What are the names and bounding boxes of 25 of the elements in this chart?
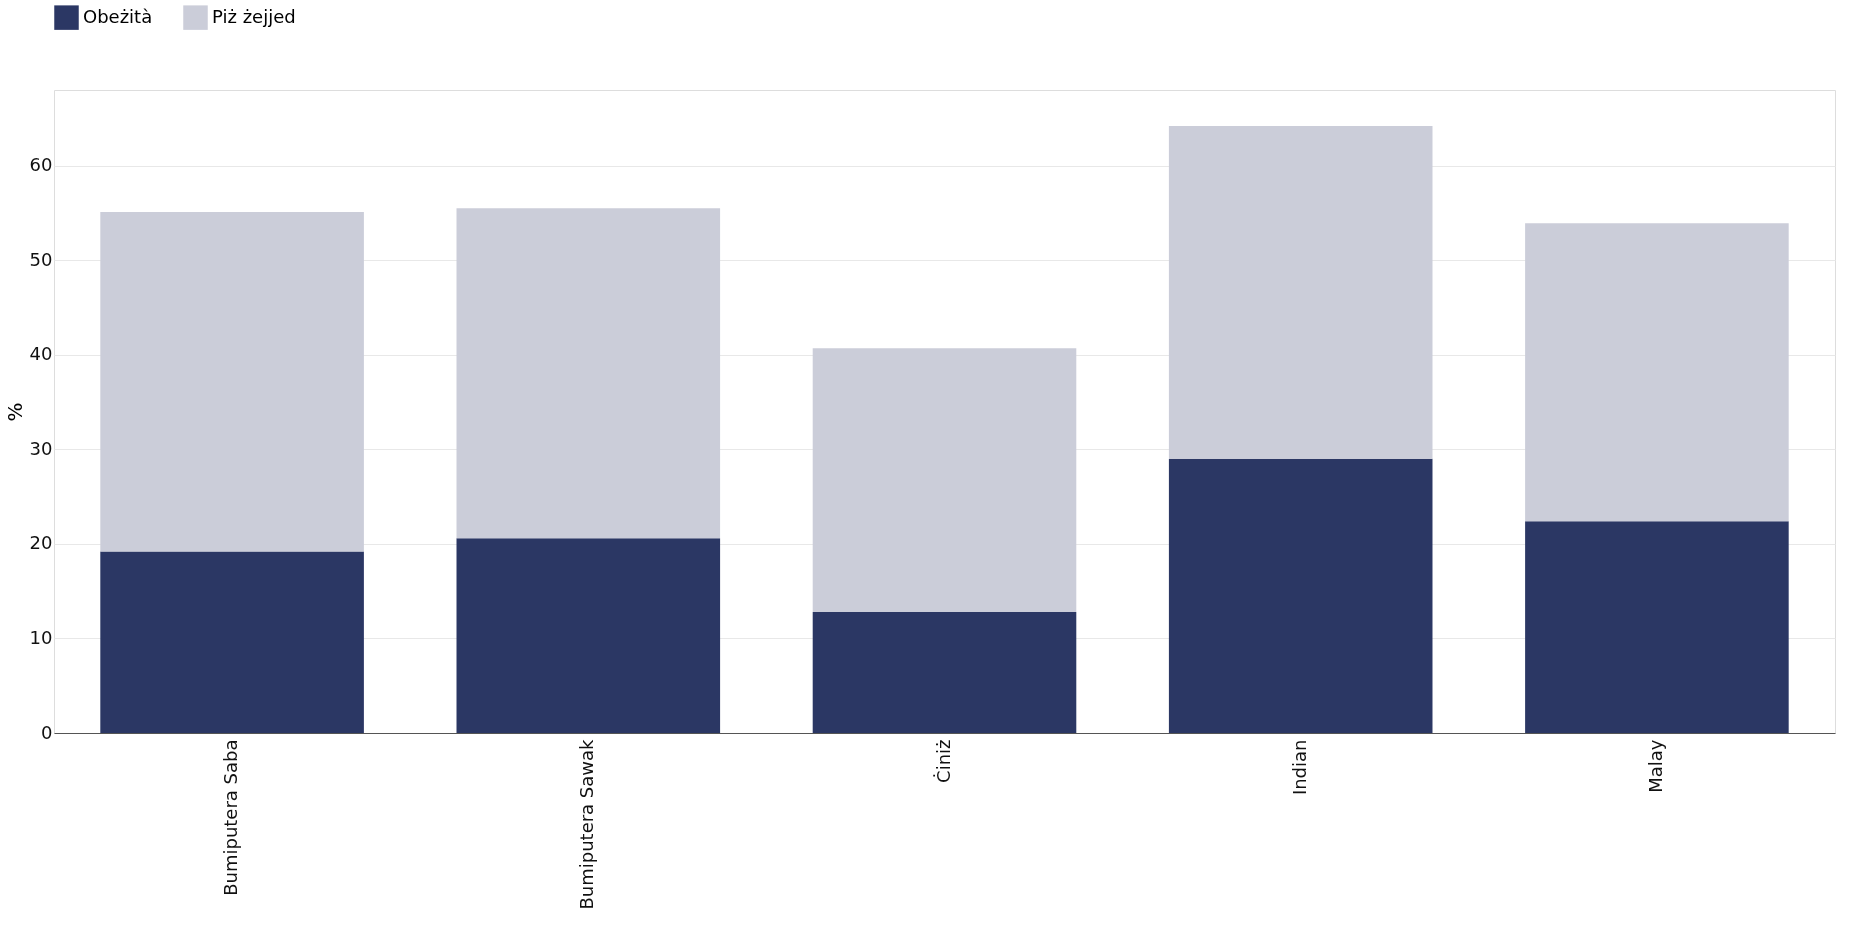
x-tick-label: Bumiputera Sawak — [576, 738, 598, 910]
y-tick-label: 60 — [29, 154, 53, 176]
bar — [100, 211, 364, 552]
y-tick-label: 10 — [29, 626, 53, 648]
y-tick-label: 50 — [29, 248, 53, 270]
bar — [100, 551, 364, 733]
legend-label: Obeżità — [83, 5, 153, 27]
bar — [1168, 458, 1433, 733]
y-tick-label: 20 — [29, 532, 53, 554]
bar — [456, 208, 721, 539]
legend-label: Piż żejjed — [212, 5, 296, 27]
y-tick-label: 30 — [29, 437, 53, 459]
bar — [1525, 521, 1789, 733]
x-tick-label: Ċiniż — [932, 739, 954, 783]
bar — [456, 538, 721, 733]
bar — [812, 348, 1077, 612]
bar — [1168, 125, 1433, 459]
x-tick-label: Malay — [1644, 739, 1666, 793]
y-tick-label: 40 — [29, 343, 53, 365]
bar — [812, 611, 1077, 733]
x-tick-label: Bumiputera Saba — [220, 739, 242, 896]
y-axis-title: % — [2, 402, 27, 422]
bar — [1525, 223, 1789, 522]
y-tick-label: 0 — [41, 721, 53, 743]
x-tick-label: Indian — [1288, 739, 1310, 796]
